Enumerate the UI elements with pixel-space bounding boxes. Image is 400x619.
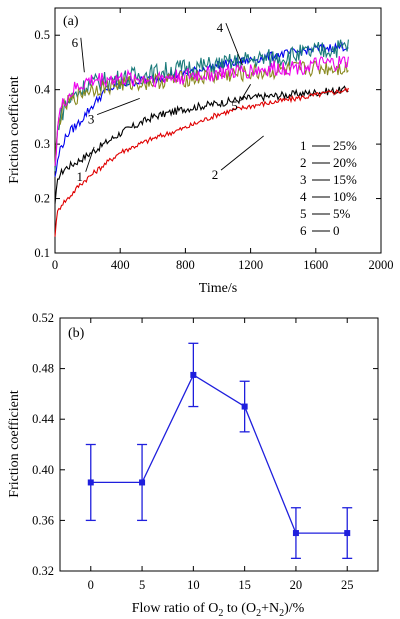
panel-b-y-tick-label: 0.32 xyxy=(32,564,54,578)
panel-a-curve-label-leader-5 xyxy=(240,83,251,102)
panel-b-series-line xyxy=(90,373,348,534)
panel-b-y-tick-label: 0.36 xyxy=(32,513,54,527)
panel-a-label: (a) xyxy=(63,14,79,29)
panel-a-curve-label-leader-1 xyxy=(85,146,95,172)
panel-a-legend-label-6: 0 xyxy=(333,223,340,238)
panel-a-curve-label-leader-3 xyxy=(96,97,140,116)
panel-a-legend-id-4: 4 xyxy=(300,189,307,204)
panel-a-curve-label-3: 3 xyxy=(88,112,95,127)
panel-a-y-tick-label: 0.5 xyxy=(34,28,50,42)
panel-b-data-point xyxy=(344,530,351,537)
panel-b-x-tick-label: 5 xyxy=(139,578,145,592)
panel-a-x-tick-label: 400 xyxy=(111,258,130,272)
panel-a-x-axis-title: Time/s xyxy=(199,281,237,296)
panel-a-x-tick-label: 2000 xyxy=(369,258,394,272)
panel-b-series xyxy=(85,342,353,559)
panel-a-y-tick-label: 0.2 xyxy=(34,192,50,206)
panel-b-data-point xyxy=(292,530,299,537)
panel-b-y-tick-label: 0.40 xyxy=(32,463,54,477)
panel-a-x-tick-label: 800 xyxy=(176,258,195,272)
panel-b-x-tick-label: 0 xyxy=(88,578,94,592)
panel-b-chart: 0 5 10 15 20 25 0.32 0.36 0.40 0.44 0.48 0.52 (b) F… xyxy=(7,311,379,619)
panel-b-label: (b) xyxy=(68,326,85,341)
panel-b-x-tick-label: 25 xyxy=(341,578,354,592)
panel-b-x-tick-label: 15 xyxy=(238,578,251,592)
panel-a-legend-label-2: 20% xyxy=(333,155,357,170)
panel-a-legend-id-6: 6 xyxy=(300,223,307,238)
panel-b-ticks: 0 5 10 15 20 25 0.32 0.36 0.40 0.44 0.48 0.52 xyxy=(32,311,378,592)
panel-b-x-axis-title: Flow ratio of O2 to (O2+N2)/% xyxy=(132,601,305,619)
panel-a-curve-label-leader-2 xyxy=(220,135,264,171)
panel-a-series xyxy=(54,39,349,237)
panel-b-data-point xyxy=(241,403,248,410)
panel-a-y-axis-title: Friction coefficient xyxy=(7,76,22,184)
panel-b-y-tick-label: 0.52 xyxy=(32,311,54,325)
panel-b-y-tick-label: 0.44 xyxy=(32,412,55,426)
panel-a-legend-id-5: 5 xyxy=(300,206,307,221)
panel-b-x-tick-label: 20 xyxy=(290,578,303,592)
panel-b-data-point xyxy=(190,371,197,378)
panel-a-curve-labels: 1 2 3 4 5 6 xyxy=(72,20,264,184)
panel-a-legend-label-1: 25% xyxy=(333,138,357,153)
panel-a-legend-label-4: 10% xyxy=(333,189,357,204)
panel-a-series-2-line xyxy=(54,87,349,237)
panel-a-plot-frame xyxy=(54,7,382,254)
panel-a-curve-label-6: 6 xyxy=(72,35,79,50)
panel-b-y-axis-title: Friction coefficient xyxy=(7,390,22,498)
panel-a-series-1-line xyxy=(54,85,349,205)
panel-b-data-point xyxy=(139,479,146,486)
panel-a-ticks: 0 400 800 1200 1600 2000 0.1 0.2 0.3 0.4 0.5 xyxy=(34,8,394,272)
panel-a-y-tick-label: 0.4 xyxy=(34,83,50,97)
panel-a-legend: 1 25% 2 20% 3 15% 4 10% 5 5% 6 0 xyxy=(300,138,357,238)
panel-a-legend-id-1: 1 xyxy=(300,138,307,153)
panel-a-curve-label-2: 2 xyxy=(212,167,219,182)
panel-b-y-tick-label: 0.48 xyxy=(32,362,54,376)
panel-b-plot-frame xyxy=(59,317,379,572)
panel-a-y-tick-label: 0.1 xyxy=(34,246,50,260)
panel-a-x-tick-label: 0 xyxy=(52,258,58,272)
panel-a-legend-label-3: 15% xyxy=(333,172,357,187)
panel-a-series-6-line xyxy=(54,56,349,166)
panel-a-x-tick-label: 1200 xyxy=(238,258,263,272)
panel-b-data-point xyxy=(87,479,94,486)
panel-a-x-tick-label: 1600 xyxy=(303,258,328,272)
panel-a-curve-label-5: 5 xyxy=(231,98,238,113)
panel-a-curve-label-leader-4 xyxy=(225,22,243,66)
panel-a-curve-label-1: 1 xyxy=(76,169,83,184)
panel-a-chart: 0 400 800 1200 1600 2000 0.1 0.2 0.3 0.4 0.5 1 2 3 4 5… xyxy=(7,7,394,296)
panel-b-x-tick-label: 10 xyxy=(187,578,200,592)
panel-a-series-4-line xyxy=(54,39,349,172)
panel-a-legend-label-5: 5% xyxy=(333,206,351,221)
panel-a-y-tick-label: 0.3 xyxy=(34,137,50,151)
panel-a-legend-id-2: 2 xyxy=(300,155,307,170)
panel-a-curve-label-4: 4 xyxy=(217,20,224,35)
panel-a-legend-id-3: 3 xyxy=(300,172,307,187)
panel-a-curve-label-leader-6 xyxy=(80,37,85,73)
